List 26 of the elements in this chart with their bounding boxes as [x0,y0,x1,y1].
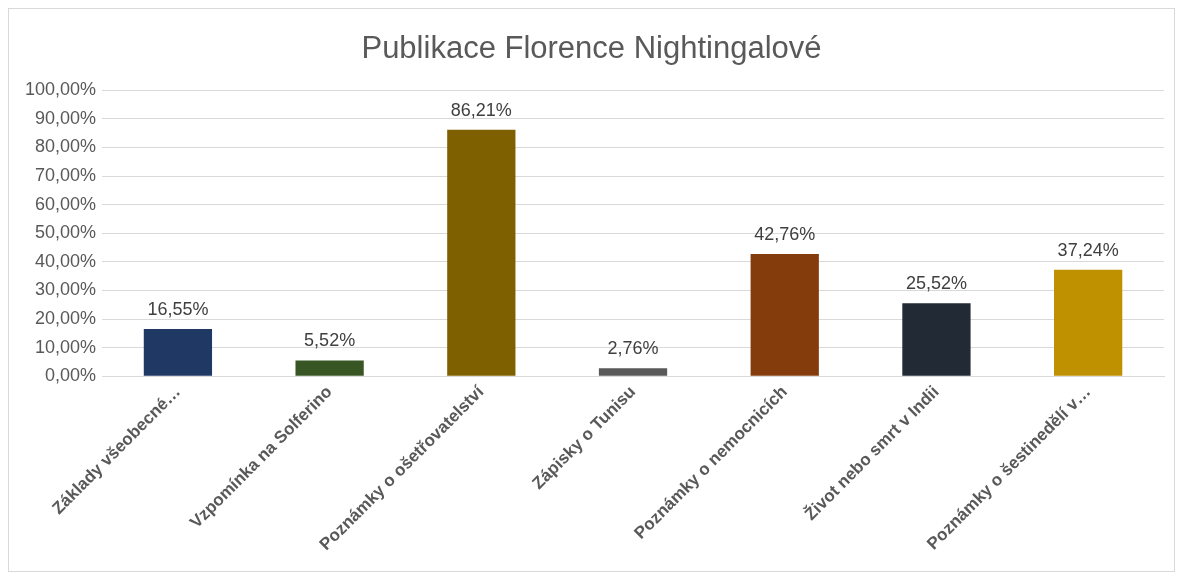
y-tick-label: 40,00% [35,250,97,271]
chart-title: Publikace Florence Nightingalové [361,30,822,66]
y-tick-label: 20,00% [35,308,97,328]
y-tick-label: 90,00% [35,107,97,128]
y-tick-label: 10,00% [35,336,97,357]
data-label: 42,76% [754,223,816,244]
data-label: 25,52% [905,273,967,294]
data-label: 86,21% [450,99,512,120]
y-tick-label: 80,00% [35,136,97,157]
bar [143,328,213,376]
bar [447,129,516,376]
bar [750,253,819,376]
data-label: 16,55% [147,298,209,319]
data-label: 2,76% [607,338,659,359]
bar [295,360,364,376]
y-tick-label: 100,00% [25,79,97,100]
bar [902,303,971,376]
data-label: 37,24% [1057,239,1119,260]
data-label: 5,52% [304,330,356,351]
y-tick-label: 50,00% [35,222,97,243]
bar [598,368,668,376]
y-tick-label: 0,00% [45,365,97,386]
y-tick-label: 30,00% [35,279,97,300]
y-tick-label: 70,00% [35,164,97,185]
y-tick-label: 60,00% [35,193,97,214]
bar [1054,269,1123,376]
